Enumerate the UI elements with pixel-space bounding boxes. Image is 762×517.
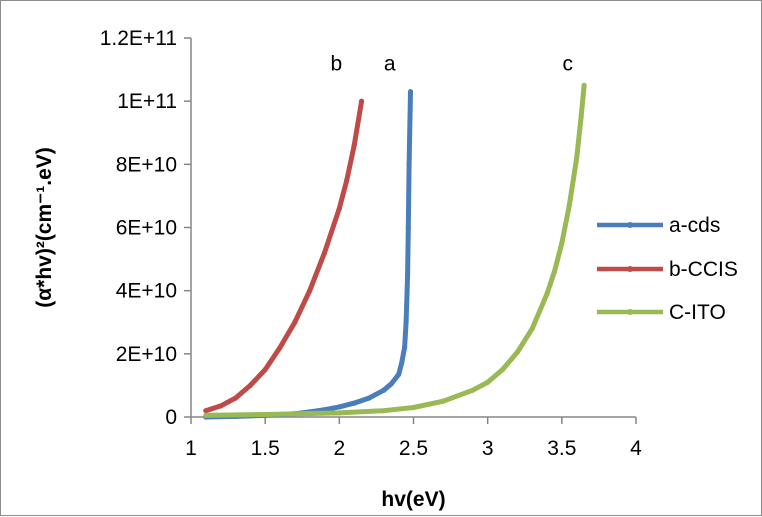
legend-marker-c-ito: [627, 309, 633, 315]
series-point-c-ito: [574, 155, 580, 161]
series-point-a-cds: [336, 404, 342, 410]
series-point-b-ccis: [277, 344, 283, 351]
series-point-b-ccis: [336, 205, 342, 212]
series-point-a-cds: [366, 395, 372, 401]
series-point-b-ccis: [351, 142, 357, 148]
series-point-a-cds: [404, 272, 411, 278]
series-point-c-ito: [336, 410, 342, 416]
series-line-b-ccis: [203, 98, 365, 414]
x-tick-label: 1.5: [251, 437, 280, 460]
series-point-a-cds: [399, 360, 405, 366]
series-point-a-cds: [405, 224, 411, 231]
x-tick-label: 3.5: [547, 437, 576, 460]
x-tick-label: 2: [333, 437, 345, 460]
legend-label-a-cds: a-cds: [669, 214, 720, 237]
series-point-a-cds: [396, 371, 402, 377]
series-point-c-ito: [514, 349, 520, 355]
series-point-c-ito: [581, 82, 587, 88]
series-point-b-ccis: [262, 367, 268, 373]
series-point-a-cds: [388, 381, 394, 387]
series-point-c-ito: [544, 291, 550, 297]
series-point-b-ccis: [232, 395, 239, 401]
series-point-c-ito: [381, 408, 387, 414]
y-axis-title: (α*hv)²(cm⁻¹.eV): [33, 147, 56, 308]
y-tick-label: 4E+10: [116, 280, 177, 303]
series-point-a-cds: [351, 400, 357, 406]
series-point-c-ito: [440, 398, 446, 404]
curve-annotation-c: c: [563, 52, 574, 75]
series-line-c-ito: [203, 82, 587, 418]
legend-marker-b-ccis: [627, 266, 633, 272]
series-point-b-ccis: [203, 408, 209, 414]
y-tick-label: 0: [165, 406, 177, 429]
x-tick-label: 3: [482, 437, 494, 460]
curve-annotation-a: a: [384, 52, 396, 75]
series-point-a-cds: [407, 89, 414, 95]
series-point-b-ccis: [307, 288, 313, 294]
series-point-c-ito: [551, 269, 558, 275]
series-point-b-ccis: [247, 382, 253, 389]
y-tick-label: 2E+10: [116, 343, 177, 366]
curve-annotation-b: b: [331, 52, 343, 75]
series-point-c-ito: [559, 240, 565, 246]
y-tick-label: 8E+10: [116, 153, 177, 176]
legend-label-c-ito: C-ITO: [669, 301, 726, 324]
series-point-c-ito: [262, 411, 268, 418]
series-point-b-ccis: [344, 177, 350, 183]
y-tick-label: 6E+10: [116, 217, 177, 240]
series-point-c-ito: [566, 202, 572, 208]
series-point-c-ito: [485, 379, 491, 385]
x-tick-label: 2.5: [399, 437, 428, 460]
series-point-c-ito: [203, 412, 209, 419]
series-point-b-ccis: [292, 319, 298, 325]
series-point-c-ito: [529, 325, 535, 332]
series-point-c-ito: [499, 367, 506, 373]
series-point-b-ccis: [358, 98, 365, 104]
series-point-b-ccis: [321, 250, 328, 256]
series-point-c-ito: [470, 387, 476, 393]
legend-marker-a-cds: [627, 222, 633, 228]
legend-label-b-ccis: b-CCIS: [669, 258, 738, 281]
y-tick-label: 1E+11: [117, 90, 177, 113]
x-axis-title: hv(eV): [381, 488, 445, 511]
series-point-b-ccis: [218, 403, 224, 409]
series-line-a-cds: [203, 89, 413, 420]
x-tick-label: 4: [630, 437, 642, 460]
y-tick-label: 1.2E+11: [100, 27, 177, 50]
series-point-c-ito: [410, 404, 417, 411]
series-point-a-cds: [381, 387, 387, 393]
series-point-a-cds: [403, 319, 409, 325]
x-tick-label: 1: [185, 437, 197, 460]
series-point-a-cds: [402, 344, 408, 351]
series-point-c-ito: [578, 114, 584, 120]
series-point-a-cds: [406, 161, 412, 167]
